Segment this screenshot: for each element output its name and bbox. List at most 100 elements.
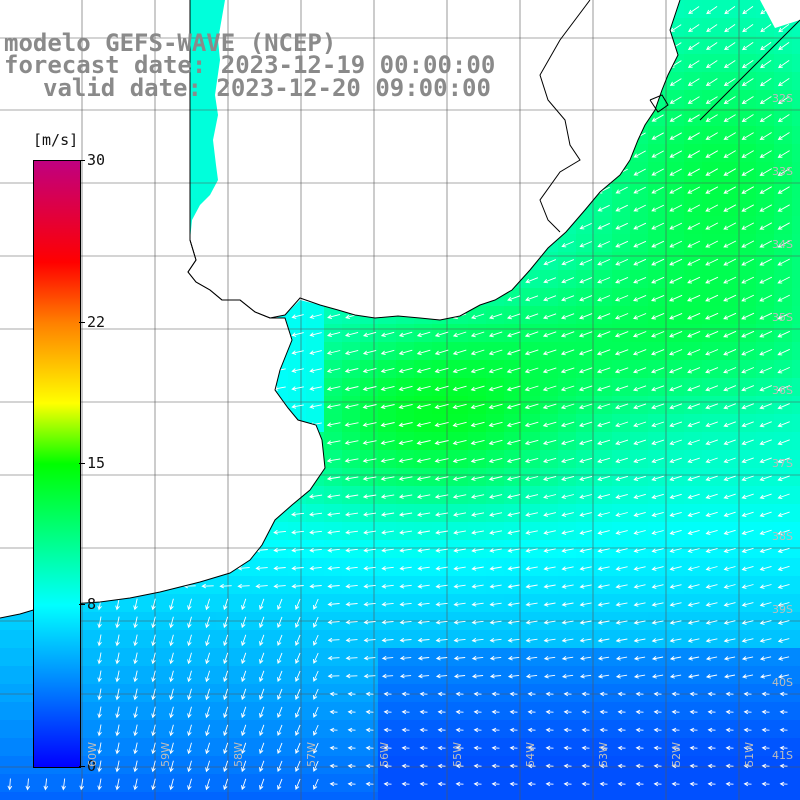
- wind-arrow: [363, 673, 376, 679]
- wind-speed-cell: [342, 342, 361, 361]
- wind-speed-cell: [792, 360, 800, 379]
- wind-arrow: [223, 742, 229, 755]
- wind-arrow: [205, 670, 211, 683]
- wind-arrow: [705, 349, 719, 356]
- wind-speed-cell: [306, 360, 325, 379]
- wind-speed-cell: [684, 396, 703, 415]
- wind-arrow: [687, 294, 701, 302]
- wind-arrow: [777, 78, 790, 87]
- forecast-date: forecast date: 2023-12-19 00:00:00: [4, 51, 496, 79]
- wind-arrow: [452, 439, 467, 446]
- wind-speed-cell: [576, 306, 595, 325]
- wind-arrow: [615, 584, 628, 589]
- wind-arrow: [689, 763, 698, 769]
- wind-arrow: [615, 457, 629, 464]
- wind-speed-cell: [756, 432, 775, 451]
- wind-speed-cell: [324, 630, 343, 649]
- wind-speed-cell: [288, 540, 307, 559]
- wind-speed-cell: [162, 666, 181, 685]
- wind-speed-cell: [342, 648, 361, 667]
- wind-speed-cell: [378, 540, 397, 559]
- wind-arrow: [309, 404, 322, 409]
- wind-speed-cell: [414, 702, 433, 721]
- wind-speed-cell: [720, 576, 739, 595]
- wind-arrow: [326, 476, 341, 481]
- wind-arrow: [597, 530, 610, 535]
- wind-arrow: [398, 403, 413, 410]
- wind-arrow: [241, 598, 247, 611]
- wind-arrow: [779, 745, 788, 751]
- wind-speed-cell: [684, 180, 703, 199]
- wind-arrow: [435, 602, 448, 607]
- wind-speed-cell: [36, 792, 55, 800]
- wind-arrow: [651, 114, 664, 122]
- wind-arrow: [615, 512, 628, 517]
- wind-arrow: [312, 634, 319, 646]
- wind-arrow: [295, 706, 301, 718]
- wind-arrow: [345, 637, 358, 643]
- wind-speed-cell: [414, 342, 433, 361]
- wind-arrow: [579, 241, 592, 248]
- wind-speed-cell: [468, 504, 487, 523]
- wind-speed-cell: [18, 648, 37, 667]
- wind-speed-cell: [630, 468, 649, 487]
- wind-arrow: [295, 652, 301, 664]
- wind-speed-cell: [576, 666, 595, 685]
- wind-arrow: [687, 475, 700, 482]
- wind-speed-cell: [702, 360, 721, 379]
- wind-speed-cell: [594, 216, 613, 235]
- wind-arrow: [133, 724, 138, 737]
- wind-speed-cell: [738, 108, 757, 127]
- wind-arrow: [380, 512, 395, 517]
- wind-speed-cell: [306, 306, 325, 325]
- wind-arrow: [273, 583, 286, 589]
- wind-speed-cell: [756, 666, 775, 685]
- wind-speed-cell: [234, 666, 253, 685]
- wind-speed-cell: [396, 666, 415, 685]
- wind-arrow: [561, 277, 575, 284]
- wind-speed-cell: [684, 684, 703, 703]
- wind-arrow: [651, 511, 664, 517]
- wind-speed-cell: [756, 270, 775, 289]
- wind-speed-cell: [558, 648, 577, 667]
- wind-arrow: [669, 78, 682, 86]
- wind-speed-cell: [450, 414, 469, 433]
- wind-speed-cell: [684, 216, 703, 235]
- wind-arrow: [115, 634, 120, 647]
- wind-speed-cell: [396, 792, 415, 800]
- wind-speed-cell: [540, 792, 559, 800]
- wind-arrow: [705, 656, 718, 661]
- wind-arrow: [760, 60, 772, 69]
- wind-speed-cell: [324, 414, 343, 433]
- wind-speed-cell: [198, 0, 217, 19]
- wind-speed-cell: [612, 486, 631, 505]
- wind-arrow: [669, 421, 683, 428]
- wind-speed-cell: [378, 756, 397, 775]
- wind-speed-cell: [648, 144, 667, 163]
- wind-speed-cell: [684, 324, 703, 343]
- wind-arrow: [543, 494, 557, 499]
- wind-arrow: [777, 258, 791, 266]
- wind-speed-cell: [504, 360, 523, 379]
- wind-arrow: [669, 114, 682, 122]
- wind-arrow: [597, 421, 611, 428]
- wind-speed-cell: [702, 90, 721, 109]
- wind-speed-cell: [558, 324, 577, 343]
- wind-arrow: [723, 258, 737, 266]
- wind-arrow: [779, 709, 788, 715]
- wind-speed-cell: [414, 648, 433, 667]
- wind-arrow: [651, 186, 665, 194]
- wind-arrow: [759, 403, 772, 410]
- wind-arrow: [705, 150, 719, 158]
- wind-speed-cell: [792, 450, 800, 469]
- colorbar-tick-label: 22: [87, 312, 106, 331]
- wind-speed-cell: [720, 0, 739, 19]
- wind-speed-cell: [108, 774, 127, 793]
- wind-arrow: [326, 440, 341, 445]
- wind-arrow: [399, 619, 412, 625]
- wind-speed-cell: [126, 630, 145, 649]
- wind-arrow: [507, 566, 520, 571]
- wind-speed-cell: [666, 216, 685, 235]
- wind-arrow: [705, 60, 718, 69]
- wind-speed-cell: [576, 720, 595, 739]
